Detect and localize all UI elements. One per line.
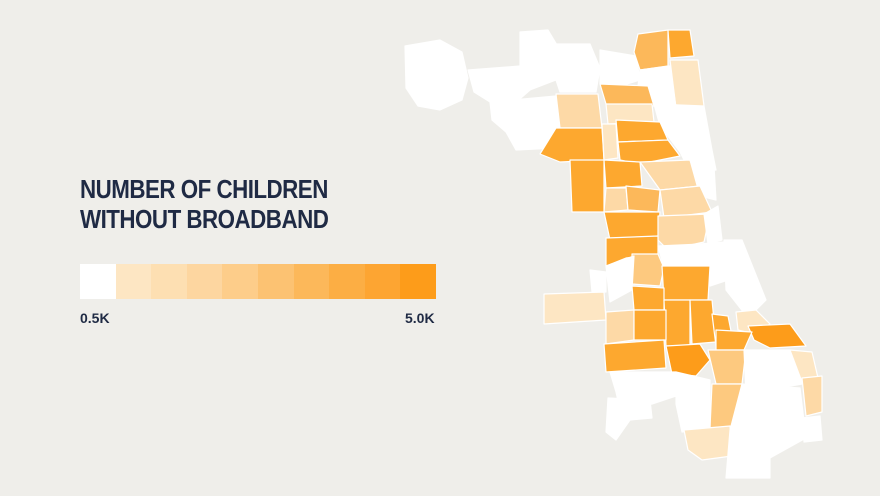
map-region-west-town: [625, 185, 661, 213]
map-region-west-ridge: [667, 29, 695, 59]
legend-swatch-9: [400, 264, 436, 299]
legend-title: NUMBER OF CHILDREN WITHOUT BROADBAND: [80, 174, 329, 234]
map-region-ohare: [404, 39, 469, 111]
legend-swatch-2: [151, 264, 187, 299]
legend-title-line-2: WITHOUT BROADBAND: [80, 204, 329, 234]
map-region-loop: [703, 205, 723, 245]
map-region-englewood: [665, 343, 711, 377]
map-region-west-lawn: [603, 339, 667, 373]
map-region-hermosa: [603, 159, 643, 189]
map-region-little-village: [631, 253, 665, 287]
map-region-avondale: [615, 119, 669, 143]
map-region-new-city: [663, 299, 691, 347]
map-region-fuller-park: [689, 299, 717, 345]
map-region-lakeshore-north: [689, 159, 717, 201]
map-region-dunning: [489, 95, 561, 133]
map-region-bronzeville: [723, 239, 767, 319]
map-region-forest-glen: [599, 49, 641, 87]
map-region-woodlawn: [747, 323, 807, 349]
map-region-clearing: [589, 269, 607, 293]
map-region-edison: [555, 43, 601, 93]
map-region-norwood: [519, 29, 561, 91]
map-region-nw-edge: [467, 65, 531, 105]
map-region-logan-square: [617, 139, 681, 165]
map-region-gage-park: [633, 309, 667, 341]
legend-swatch-6: [293, 264, 330, 299]
map-region-irving-park: [601, 123, 619, 161]
legend-swatch-3: [186, 264, 223, 299]
map-region-bridgeport: [661, 265, 711, 301]
legend-swatch-7: [329, 264, 365, 299]
color-scale-legend: [80, 264, 436, 299]
legend-max-label: 5.0K: [405, 310, 435, 326]
map-region-greater-grand-crossing: [715, 329, 753, 351]
map-region-east-side: [801, 375, 823, 417]
map-region-hegewisch: [801, 415, 823, 443]
map-region-brighton-park: [631, 285, 665, 311]
map-region-pullman: [725, 383, 807, 479]
map-region-jefferson-park: [555, 93, 603, 129]
map-region-chatham: [707, 349, 747, 385]
legend-title-line-1: NUMBER OF CHILDREN: [80, 174, 328, 204]
map-region-humboldt-park-west: [603, 187, 629, 213]
map-region-beverly: [675, 371, 711, 433]
legend-swatch-0: [80, 264, 116, 299]
map-region-morgan-park: [683, 425, 733, 461]
map-region-belmont-cragin: [569, 159, 605, 213]
map-region-mount-greenwood: [605, 397, 653, 441]
legend-swatch-1: [115, 264, 152, 299]
map-region-west-elsdon: [605, 309, 635, 345]
map-region-south-chicago: [743, 349, 803, 395]
legend-min-label: 0.5K: [80, 310, 110, 326]
map-region-albany-park: [599, 83, 655, 107]
map-region-garfield-ridge: [543, 291, 607, 325]
legend-swatch-4: [222, 264, 258, 299]
map-region-rogers-park: [633, 29, 669, 71]
legend-swatch-8: [364, 264, 401, 299]
legend-swatch-5: [257, 264, 294, 299]
